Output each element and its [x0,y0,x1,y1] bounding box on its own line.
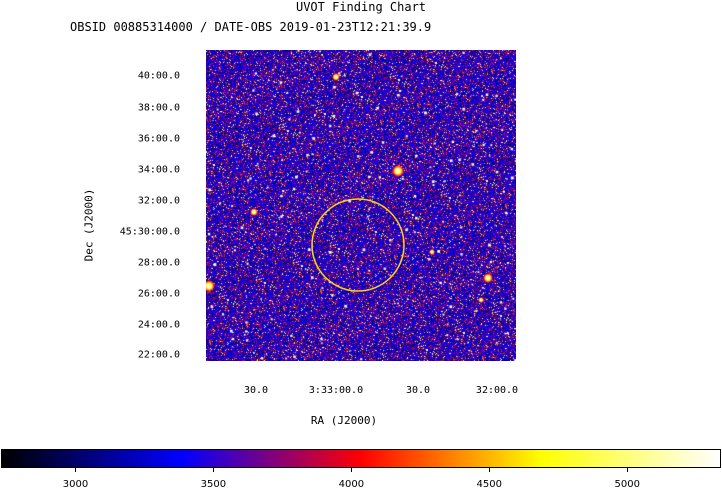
colorbar [1,449,721,468]
x-tick-label: 3:33:00.0 [308,385,364,396]
y-tick-label: 38:00.0 [137,102,180,114]
chart-subtitle: OBSID 00885314000 / DATE-OBS 2019-01-23T… [70,20,432,34]
y-tick-label: 34:00.0 [137,164,180,176]
y-tick-label: 28:00.0 [137,257,180,269]
target-circle [311,198,405,292]
sky-image-canvas [206,50,516,361]
region-overlay [311,198,405,292]
y-tick-label: 24:00.0 [137,319,180,331]
y-tick-label: 32:00.0 [137,195,180,207]
colorbar-tick-label: 5000 [614,479,640,490]
y-tick-label: 36:00.0 [137,133,180,145]
colorbar-tick-label: 4500 [476,479,502,490]
y-tick-label: 22:00.0 [137,349,180,361]
colorbar-tick-mark [489,467,491,472]
y-axis-label: Dec (J2000) [82,188,96,262]
chart-title: UVOT Finding Chart [295,0,427,14]
y-tick-label: 26:00.0 [137,288,180,300]
colorbar-tick-mark [213,467,215,472]
colorbar-tick-label: 3500 [200,479,227,490]
x-axis-label: RA (J2000) [310,414,378,427]
x-tick-label: 30.0 [405,385,431,396]
colorbar-tick-mark [75,467,77,472]
colorbar-tick-mark [627,467,629,472]
x-tick-label: 30.0 [243,385,269,396]
y-tick-label: 45:30:00.0 [119,226,180,238]
sky-image[interactable] [206,50,516,361]
colorbar-tick-label: 4000 [338,479,365,490]
y-tick-label: 40:00.0 [137,70,180,82]
colorbar-tick-mark [351,467,353,472]
colorbar-tick-label: 3000 [62,479,89,490]
x-tick-label: 32:00.0 [475,385,519,396]
